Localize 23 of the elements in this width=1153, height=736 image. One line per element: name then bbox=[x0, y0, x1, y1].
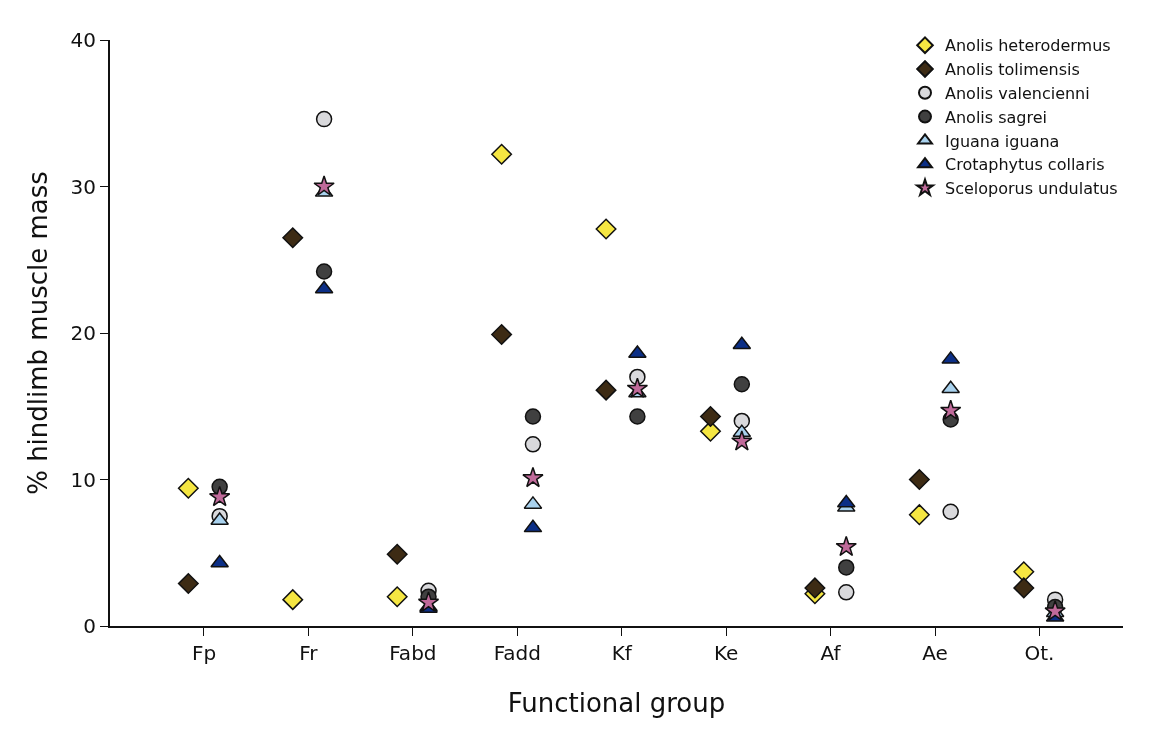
legend-label: Anolis valencienni bbox=[945, 84, 1090, 104]
x-axis-title: Functional group bbox=[507, 688, 726, 719]
x-tick-label: Ke bbox=[713, 641, 739, 665]
legend-label: Iguana iguana bbox=[945, 131, 1060, 151]
y-axis-title: % hindlimb muscle mass bbox=[23, 171, 54, 495]
x-tick-label: Fadd bbox=[493, 641, 541, 665]
x-tick-label: Fabd bbox=[389, 641, 437, 665]
x-tick-label: Af bbox=[820, 641, 842, 665]
x-tick-label: Kf bbox=[611, 641, 633, 665]
x-tick-label: Fr bbox=[299, 641, 319, 665]
legend-label: Anolis sagrei bbox=[945, 107, 1047, 127]
x-tick-label: Ae bbox=[922, 641, 948, 665]
y-tick-label: 20 bbox=[70, 321, 96, 345]
legend-label: Crotaphytus collaris bbox=[945, 155, 1105, 175]
legend-label: Sceloporus undulatus bbox=[945, 179, 1118, 199]
legend-label: Anolis heterodermus bbox=[945, 36, 1111, 56]
x-tick-label: Ot. bbox=[1024, 641, 1055, 665]
y-tick-label: 0 bbox=[83, 614, 96, 638]
y-tick-label: 40 bbox=[70, 28, 96, 52]
x-tick-label: Fp bbox=[191, 641, 217, 665]
legend-label: Anolis tolimensis bbox=[945, 60, 1080, 80]
y-tick-label: 10 bbox=[70, 467, 96, 492]
y-tick-label: 30 bbox=[70, 174, 96, 199]
